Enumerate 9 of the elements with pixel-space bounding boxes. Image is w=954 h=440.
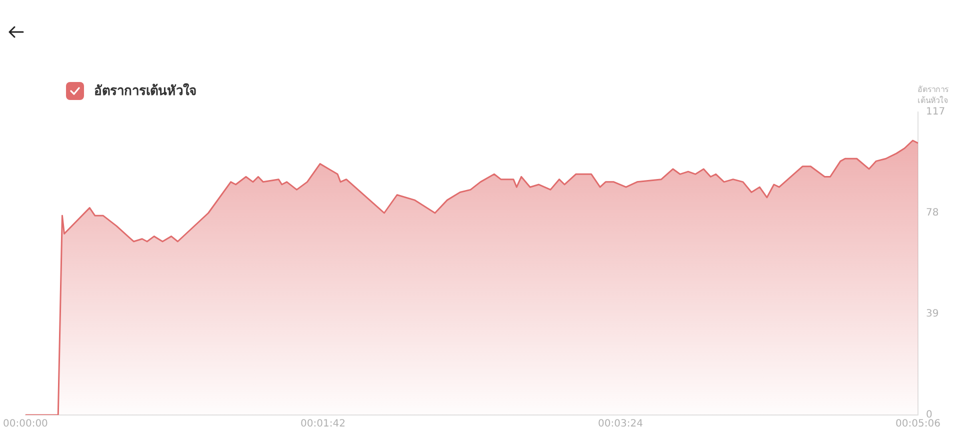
x-tick-label: 00:00:00: [2, 418, 48, 430]
y-axis-title: อัตราการเต้นหัวใจ: [916, 84, 950, 106]
y-tick-label: 117: [926, 106, 946, 118]
y-tick-label: 78: [926, 208, 939, 219]
x-tick-label: 00:01:42: [300, 418, 346, 430]
y-tick-label: 39: [926, 308, 939, 320]
x-tick-label: 00:03:24: [598, 418, 643, 430]
legend-label: อัตราการเต้นหัวใจ: [94, 82, 197, 101]
x-tick-label: 00:05:06: [896, 418, 940, 430]
